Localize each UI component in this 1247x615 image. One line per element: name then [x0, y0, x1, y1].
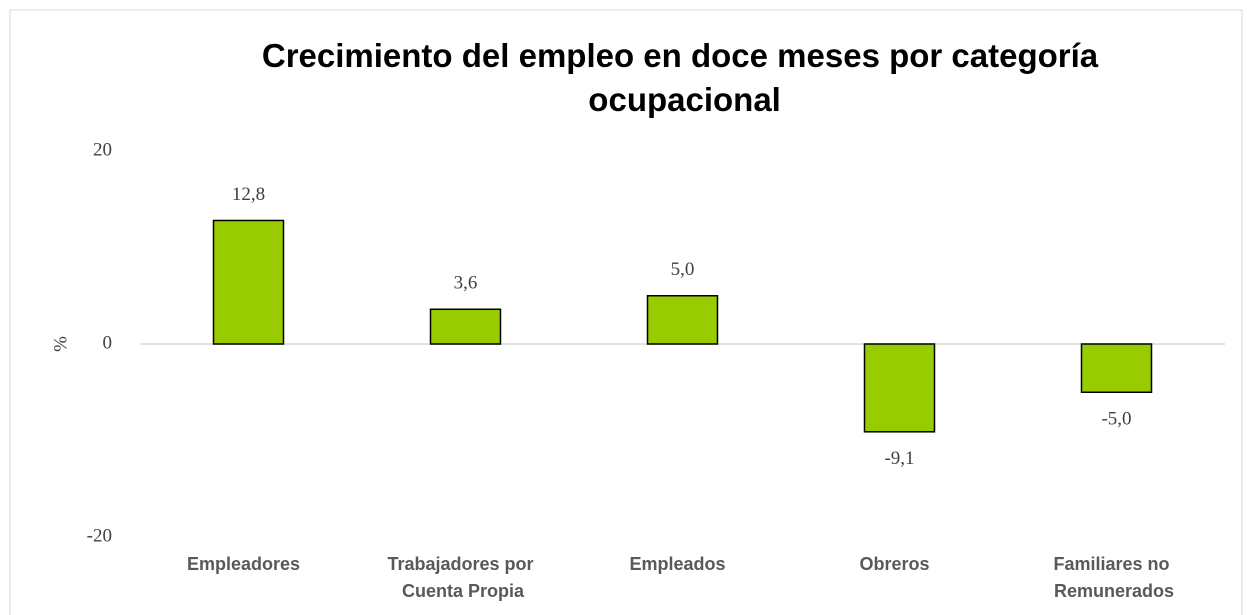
bar [429, 308, 502, 345]
x-tick-label: Trabajadores por Cuenta Propia [387, 554, 533, 601]
data-label: -9,1 [884, 448, 914, 469]
data-label: 3,6 [454, 273, 478, 294]
y-tick-label: 20 [93, 139, 112, 160]
bar [863, 343, 936, 433]
data-label: 5,0 [671, 259, 695, 280]
bar [212, 219, 285, 345]
bar [1080, 343, 1153, 393]
x-tick-label: Empleadores [187, 554, 300, 574]
x-tick-label: Empleados [629, 554, 725, 574]
data-label: -5,0 [1101, 409, 1131, 430]
chart-title: Crecimiento del empleo en doce meses por… [262, 37, 1099, 118]
x-tick-label: Familiares no Remunerados [1049, 554, 1174, 601]
y-tick-label: 0 [103, 332, 113, 353]
data-label: 12,8 [232, 184, 265, 205]
chart-border [9, 9, 1243, 615]
y-axis-label: % [50, 336, 71, 352]
x-tick-label: Obreros [859, 554, 929, 574]
bar [646, 295, 719, 345]
y-tick-label: -20 [87, 525, 112, 546]
